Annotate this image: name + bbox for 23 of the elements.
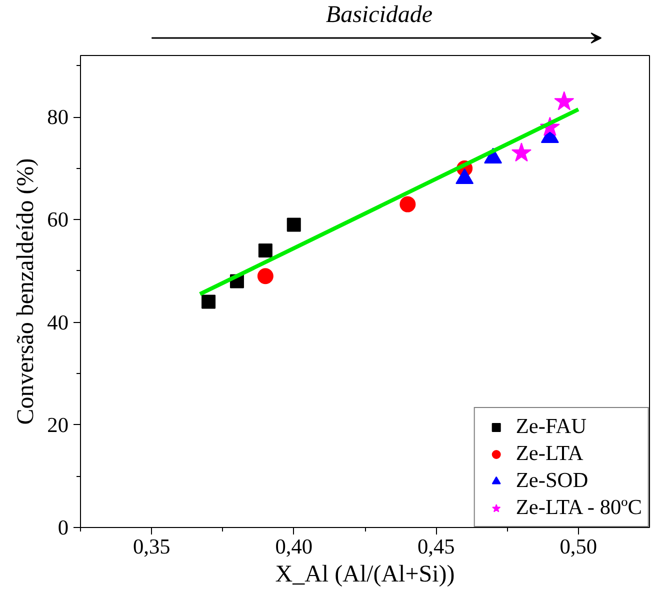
point [511,142,532,162]
text: Basicidade [326,2,433,28]
y-tick-label: 40 [47,310,68,334]
point [202,294,216,309]
point [257,268,274,284]
y-tick-label: 0 [58,516,69,540]
x-tick-label: 0,40 [275,534,313,558]
y-tick-label: 80 [47,105,68,130]
legend-label: Ze-FAU [516,414,587,439]
y-axis-title: Conversão benzaldeído (%) [13,158,40,425]
point [400,196,416,212]
y-tick-label: 20 [47,412,68,437]
legend-label: Ze-SOD [516,468,588,493]
x-axis-title: X_Al (Al/(Al+Si)) [275,562,455,588]
x-tick-label: 0,35 [132,534,170,558]
y-tick-label: 60 [47,208,68,232]
legend-label: Ze-LTA [516,441,584,466]
x-tick-label: 0,45 [417,534,455,558]
legend-label: Ze-LTA - 80ºC [516,495,642,520]
point [258,243,272,258]
point [554,91,574,110]
point [286,218,301,232]
x-tick-label: 0,50 [560,534,598,558]
